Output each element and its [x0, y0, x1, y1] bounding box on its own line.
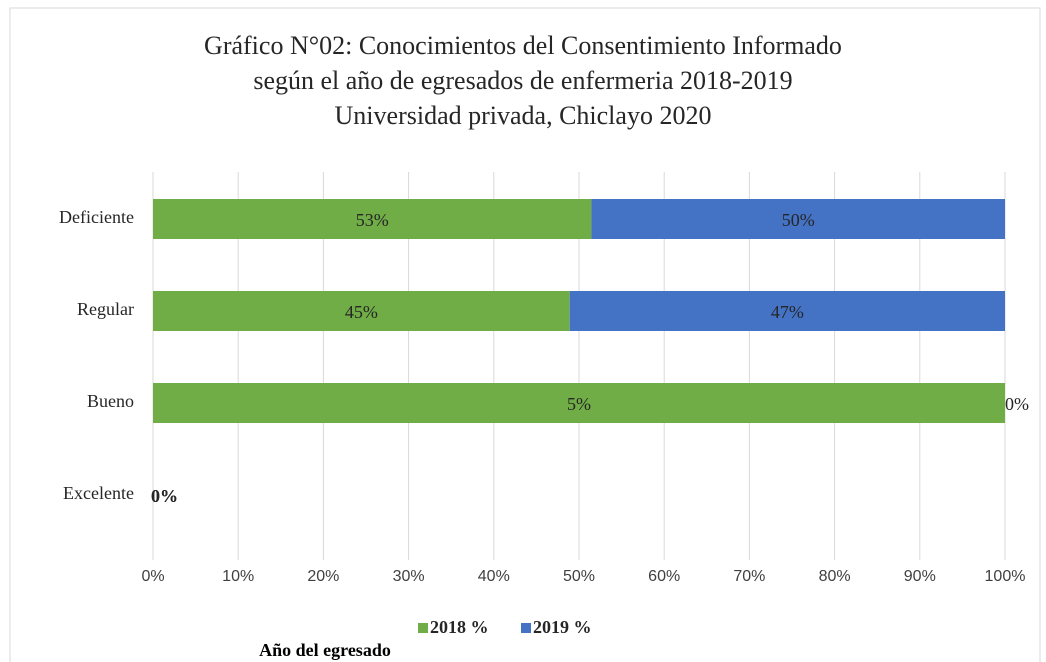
- data-label: 47%: [771, 302, 804, 322]
- x-tick-label: 50%: [563, 568, 595, 585]
- x-tick-label: 80%: [819, 568, 851, 585]
- y-tick-label: Regular: [77, 299, 134, 319]
- data-label: 50%: [782, 210, 815, 230]
- data-label: 45%: [345, 302, 378, 322]
- y-tick-label: Deficiente: [59, 207, 134, 227]
- legend-label: 2019 %: [533, 617, 592, 637]
- y-tick-label: Bueno: [87, 391, 134, 411]
- bar: [153, 291, 570, 331]
- legend-swatch: [418, 623, 428, 633]
- data-label: 0%: [151, 486, 178, 506]
- bar: [153, 383, 1005, 423]
- x-tick-label: 30%: [393, 568, 425, 585]
- data-label: 53%: [356, 210, 389, 230]
- x-tick-label: 70%: [733, 568, 765, 585]
- data-label: 5%: [567, 394, 591, 414]
- chart-title: Gráfico N°02: Conocimientos del Consenti…: [204, 31, 842, 60]
- bar: [569, 291, 1005, 331]
- chart-border: [9, 7, 1041, 662]
- y-tick-label: Excelente: [63, 483, 134, 503]
- chart-title: Universidad privada, Chiclayo 2020: [335, 101, 712, 130]
- bar: [591, 199, 1005, 239]
- legend-swatch: [521, 623, 531, 633]
- x-tick-label: 0%: [141, 568, 164, 585]
- x-tick-label: 100%: [985, 568, 1026, 585]
- x-tick-label: 60%: [648, 568, 680, 585]
- x-axis-title: Año del egresado: [259, 640, 391, 660]
- bar: [153, 199, 592, 239]
- legend-label: 2018 %: [430, 617, 489, 637]
- x-tick-label: 20%: [307, 568, 339, 585]
- x-tick-label: 10%: [222, 568, 254, 585]
- chart-title: según el año de egresados de enfermeria …: [253, 66, 792, 95]
- data-label: 0%: [1005, 394, 1029, 414]
- data-label: 0%: [151, 486, 178, 506]
- x-tick-label: 90%: [904, 568, 936, 585]
- x-tick-label: 40%: [478, 568, 510, 585]
